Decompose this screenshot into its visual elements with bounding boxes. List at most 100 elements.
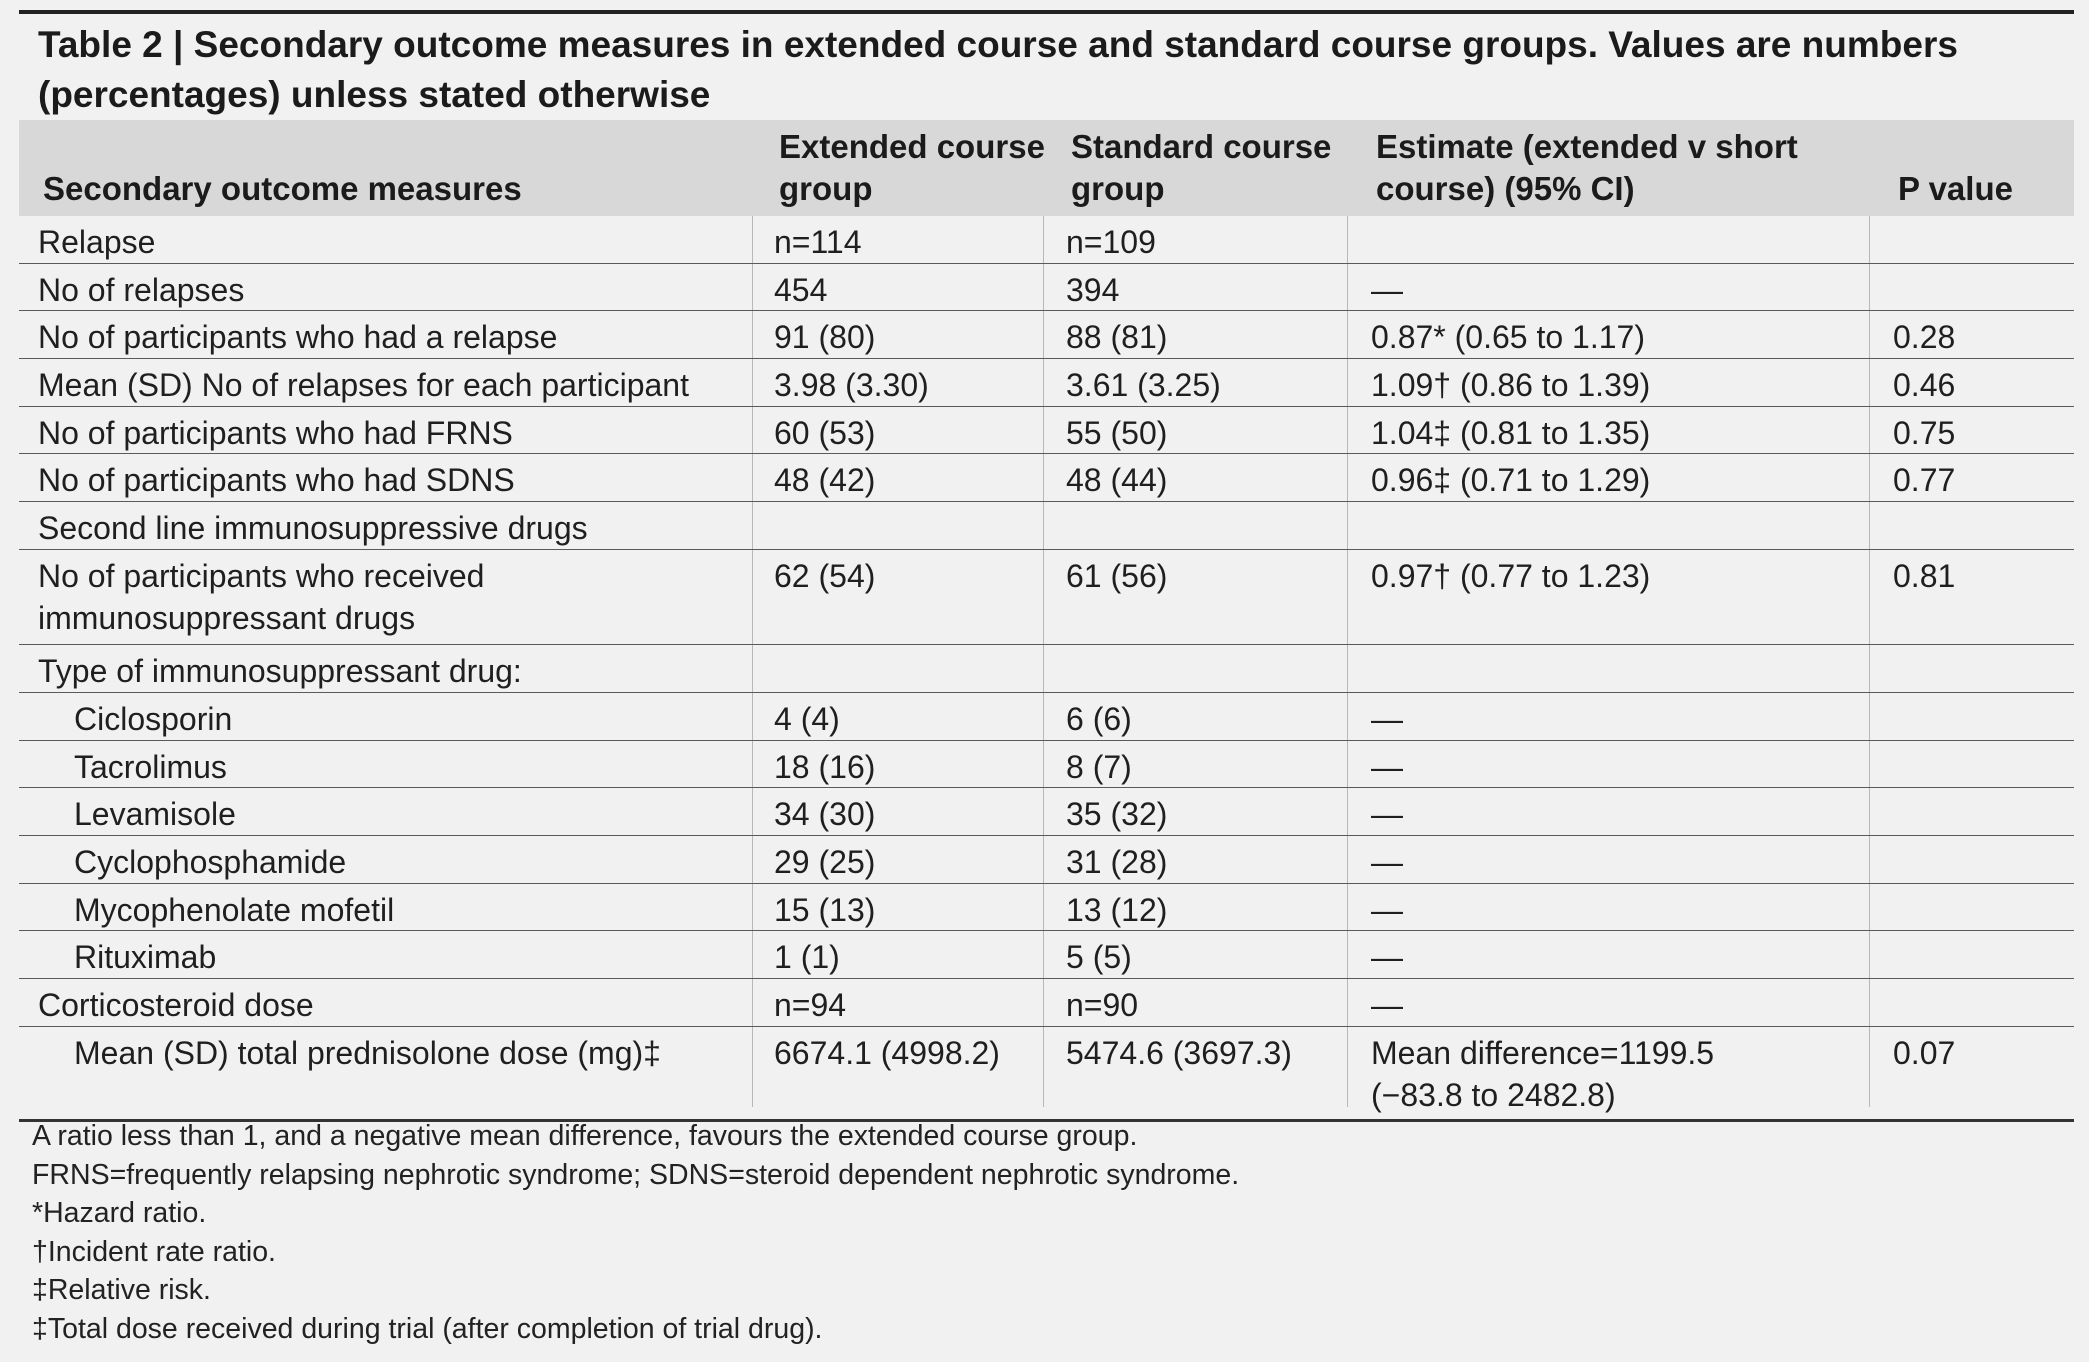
section-label: Second line immunosuppressive drugs bbox=[38, 510, 588, 547]
table-row: Mean (SD) No of relapses for each partic… bbox=[19, 359, 2074, 407]
extended-value: 34 (30) bbox=[774, 796, 876, 833]
table-footnotes: A ratio less than 1, and a negative mean… bbox=[32, 1117, 2032, 1348]
extended-value: 62 (54) bbox=[774, 557, 876, 594]
estimate-value: — bbox=[1371, 748, 1403, 785]
extended-value: 15 (13) bbox=[774, 891, 876, 928]
standard-value: 35 (32) bbox=[1066, 796, 1168, 833]
footnote: *Hazard ratio. bbox=[32, 1197, 207, 1229]
table-row: No of participants who had FRNS 60 (53) … bbox=[19, 407, 2074, 455]
estimate-value: — bbox=[1371, 987, 1403, 1024]
estimate-value: — bbox=[1371, 843, 1403, 880]
estimate-value: 1.04‡ (0.81 to 1.35) bbox=[1371, 414, 1651, 451]
table-row: Cyclophosphamide 29 (25) 31 (28) — bbox=[19, 836, 2074, 884]
table-row: No of relapses 454 394 — bbox=[19, 264, 2074, 312]
extended-value: 48 (42) bbox=[774, 462, 876, 499]
extended-value: n=94 bbox=[774, 987, 847, 1024]
header-standard-course-line2: group bbox=[1071, 170, 1165, 207]
table-row: Ciclosporin 4 (4) 6 (6) — bbox=[19, 693, 2074, 741]
standard-value: 3.61 (3.25) bbox=[1066, 367, 1221, 404]
table-row: Corticosteroid dose n=94 n=90 — bbox=[19, 979, 2074, 1027]
header-extended-course-line2: group bbox=[779, 170, 873, 207]
p-value: 0.07 bbox=[1893, 1034, 1956, 1071]
estimate-value: 0.87* (0.65 to 1.17) bbox=[1371, 319, 1645, 356]
row-label: No of participants who had a relapse bbox=[38, 319, 558, 356]
top-rule bbox=[19, 10, 2074, 14]
row-label: Mycophenolate mofetil bbox=[74, 891, 395, 928]
extended-value: 29 (25) bbox=[774, 843, 876, 880]
table-header: Secondary outcome measures Extended cour… bbox=[19, 120, 2074, 216]
estimate-value: — bbox=[1371, 796, 1403, 833]
standard-value: 13 (12) bbox=[1066, 891, 1168, 928]
footnote: A ratio less than 1, and a negative mean… bbox=[32, 1120, 1138, 1152]
standard-value: 5 (5) bbox=[1066, 939, 1132, 976]
header-estimate-line1: Estimate (extended v short bbox=[1376, 128, 1798, 165]
row-label: Ciclosporin bbox=[74, 700, 233, 737]
row-label: Relapse bbox=[38, 224, 156, 260]
header-estimate-line2: course) (95% CI) bbox=[1376, 170, 1635, 207]
standard-value: 48 (44) bbox=[1066, 462, 1168, 499]
estimate-value-line2: (−83.8 to 2482.8) bbox=[1371, 1076, 1616, 1113]
row-label: No of relapses bbox=[38, 271, 245, 308]
standard-value: 88 (81) bbox=[1066, 319, 1168, 356]
estimate-value: — bbox=[1371, 939, 1403, 976]
table-row: Mean (SD) total prednisolone dose (mg)‡ … bbox=[19, 1027, 2074, 1122]
row-label: Mean (SD) total prednisolone dose (mg)‡ bbox=[74, 1034, 661, 1071]
row-label-line2: immunosuppressant drugs bbox=[38, 599, 416, 636]
column-divider bbox=[752, 216, 753, 1107]
table-row: No of participants who had SDNS 48 (42) … bbox=[19, 454, 2074, 503]
estimate-value: 1.09† (0.86 to 1.39) bbox=[1371, 367, 1651, 404]
estimate-value: — bbox=[1371, 700, 1403, 737]
footnote: †Incident rate ratio. bbox=[32, 1235, 276, 1268]
standard-value: n=109 bbox=[1066, 224, 1156, 260]
estimate-value: — bbox=[1371, 271, 1403, 308]
standard-value: 31 (28) bbox=[1066, 843, 1168, 880]
standard-value: 55 (50) bbox=[1066, 414, 1168, 451]
header-p-value: P value bbox=[1898, 170, 2013, 207]
extended-value: 6674.1 (4998.2) bbox=[774, 1034, 1000, 1071]
column-divider bbox=[1043, 216, 1044, 1107]
section-label: Type of immunosuppressant drug: bbox=[38, 653, 522, 690]
row-label: Tacrolimus bbox=[74, 748, 227, 785]
table-row: No of participants who received immunosu… bbox=[19, 550, 2074, 646]
p-value: 0.81 bbox=[1893, 557, 1956, 594]
row-label: No of participants who had SDNS bbox=[38, 462, 515, 499]
standard-value: 8 (7) bbox=[1066, 748, 1132, 785]
extended-value: 4 (4) bbox=[774, 700, 840, 737]
standard-value: 61 (56) bbox=[1066, 557, 1168, 594]
header-outcome-measures: Secondary outcome measures bbox=[43, 170, 522, 207]
estimate-value: — bbox=[1371, 891, 1403, 928]
standard-value: 394 bbox=[1066, 271, 1120, 308]
table-caption: Table 2 | Secondary outcome measures in … bbox=[38, 24, 1958, 115]
table-row: Tacrolimus 18 (16) 8 (7) — bbox=[19, 741, 2074, 789]
column-divider bbox=[1347, 216, 1348, 1107]
section-label: Corticosteroid dose bbox=[38, 987, 314, 1024]
extended-value: 454 bbox=[774, 271, 828, 308]
table-row: Second line immunosuppressive drugs bbox=[19, 502, 2074, 550]
p-value: 0.28 bbox=[1893, 319, 1956, 356]
estimate-value: 0.97† (0.77 to 1.23) bbox=[1371, 557, 1651, 594]
row-label: Mean (SD) No of relapses for each partic… bbox=[38, 367, 689, 404]
p-value: 0.77 bbox=[1893, 462, 1956, 499]
header-extended-course-line1: Extended course bbox=[779, 128, 1045, 165]
estimate-value: 0.96‡ (0.71 to 1.29) bbox=[1371, 462, 1651, 499]
table-row: Type of immunosuppressant drug: bbox=[19, 645, 2074, 693]
table-row: Relapse n=114 n=109 bbox=[19, 216, 2074, 264]
p-value: 0.46 bbox=[1893, 367, 1956, 404]
standard-value: n=90 bbox=[1066, 987, 1139, 1024]
table-row: Levamisole 34 (30) 35 (32) — bbox=[19, 788, 2074, 836]
row-label-line1: No of participants who received bbox=[38, 557, 485, 594]
extended-value: 1 (1) bbox=[774, 939, 840, 976]
row-label: Cyclophosphamide bbox=[74, 843, 347, 880]
footnote: FRNS=frequently relapsing nephrotic synd… bbox=[32, 1158, 1240, 1191]
extended-value: 18 (16) bbox=[774, 748, 876, 785]
p-value: 0.75 bbox=[1893, 414, 1956, 451]
extended-value: 60 (53) bbox=[774, 414, 876, 451]
extended-value: n=114 bbox=[774, 224, 862, 260]
table-body: Relapse n=114 n=109 No of relapses 454 3… bbox=[19, 216, 2074, 1122]
column-divider bbox=[1869, 216, 1870, 1107]
extended-value: 3.98 (3.30) bbox=[774, 367, 929, 404]
header-standard-course-line1: Standard course bbox=[1071, 128, 1332, 165]
row-label: No of participants who had FRNS bbox=[38, 414, 513, 451]
row-label: Levamisole bbox=[74, 796, 236, 833]
